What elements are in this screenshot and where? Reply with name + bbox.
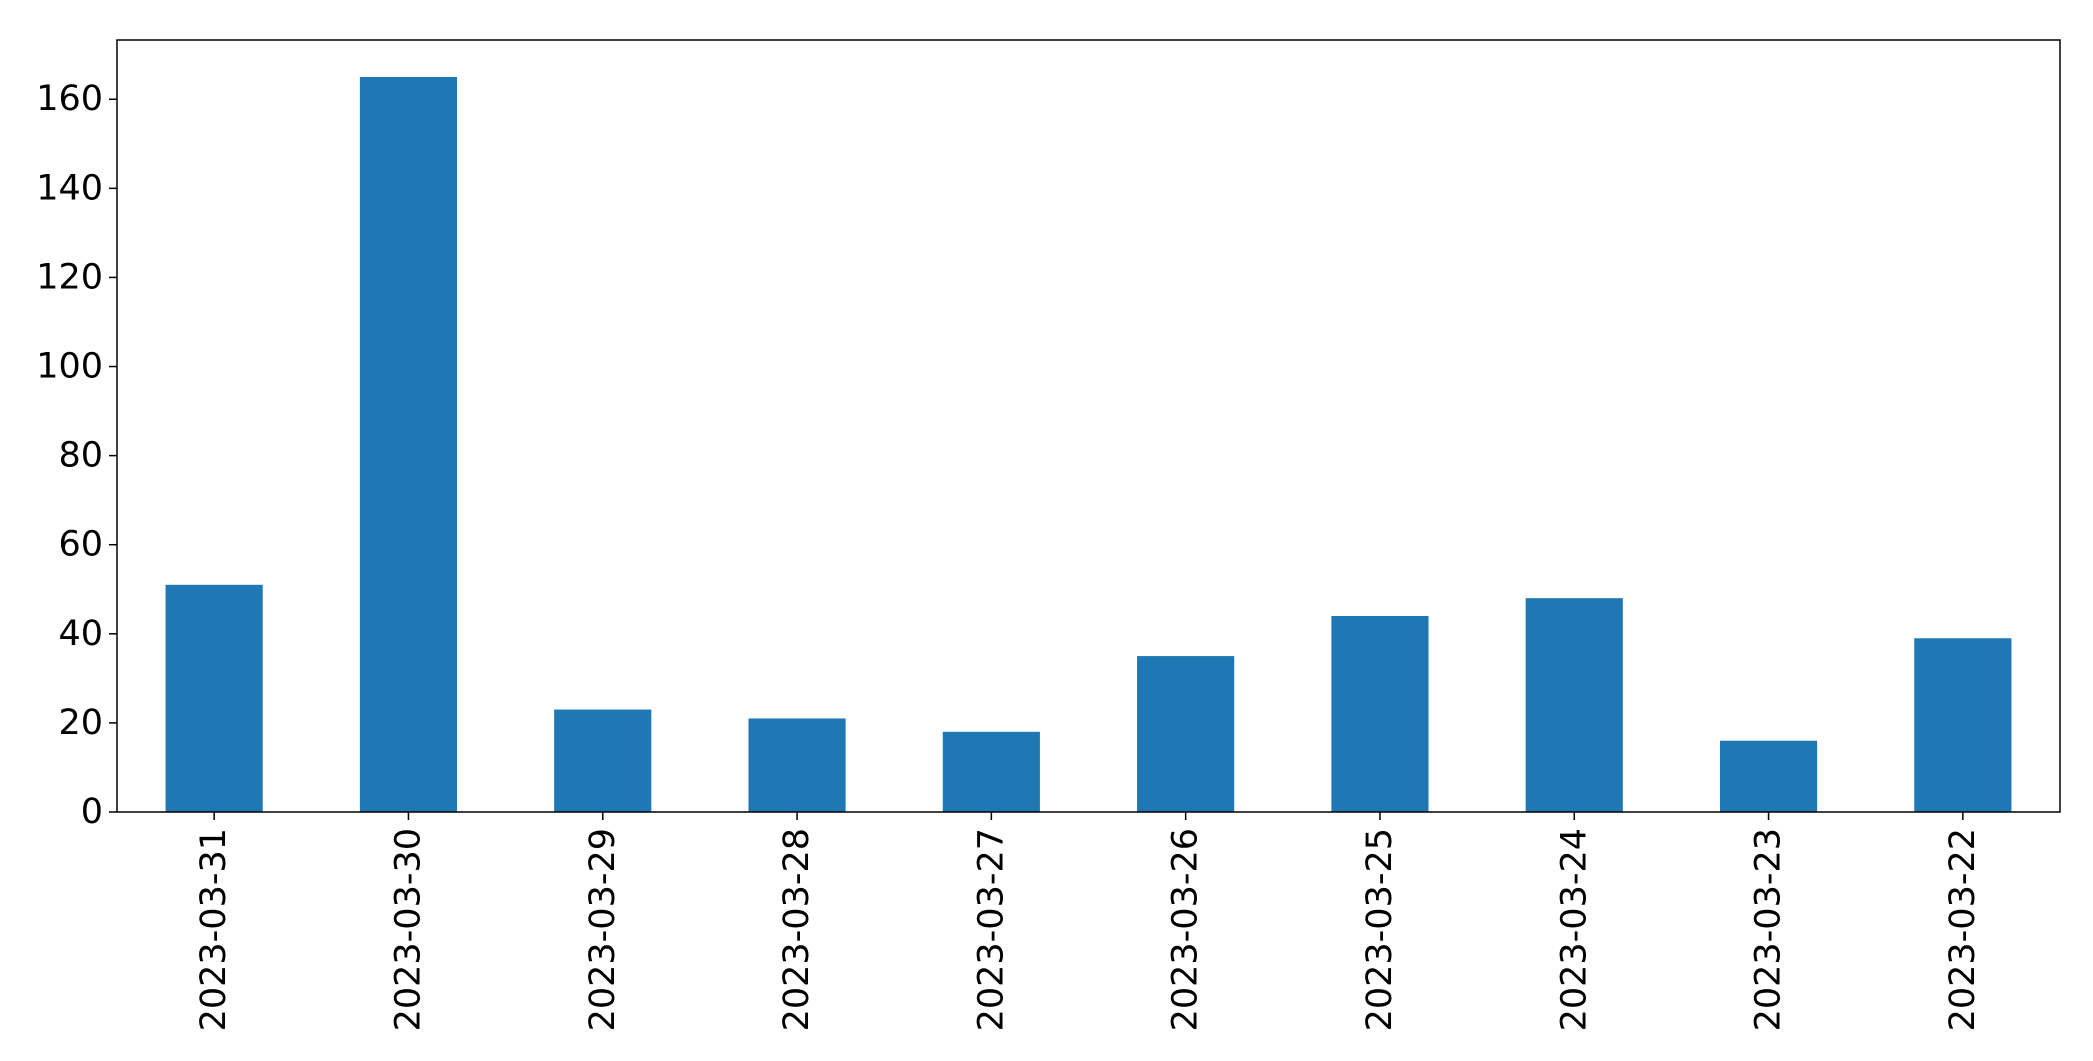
x-axis: 2023-03-31 2023-03-30 2023-03-29 2023-03-28…	[194, 812, 1983, 1031]
bar-2023-03-30	[359, 76, 458, 812]
bar-2023-03-29	[554, 709, 652, 812]
y-tick-label: 0	[81, 792, 103, 832]
y-tick-label: 140	[36, 168, 103, 208]
bar-2023-03-31	[165, 584, 263, 812]
bar-2023-03-26	[1137, 656, 1235, 812]
x-tick-label: 2023-03-30	[388, 828, 428, 1031]
x-tick-label: 2023-03-27	[971, 828, 1011, 1031]
x-tick-label: 2023-03-26	[1166, 828, 1206, 1031]
bar-2023-03-22	[1914, 638, 2012, 812]
y-tick-label: 60	[58, 525, 103, 565]
y-tick-label: 100	[36, 347, 103, 387]
bar-2023-03-28	[748, 718, 846, 812]
bars-group	[165, 76, 2012, 812]
y-tick-label: 160	[36, 79, 103, 119]
y-tick-label: 20	[58, 703, 103, 743]
y-tick-label: 120	[36, 257, 103, 297]
bar-2023-03-27	[942, 731, 1040, 812]
y-tick-label: 80	[58, 436, 103, 476]
bar-2023-03-24	[1525, 598, 1623, 812]
bar-2023-03-25	[1331, 615, 1429, 812]
y-axis: 0 20 40 60 80 100 120 140 160	[36, 79, 117, 832]
x-tick-label: 2023-03-25	[1360, 828, 1400, 1031]
x-tick-label: 2023-03-24	[1554, 828, 1594, 1031]
plot-frame	[116, 39, 2061, 813]
x-tick-label: 2023-03-31	[194, 828, 234, 1031]
y-tick-label: 40	[58, 614, 103, 654]
x-tick-label: 2023-03-23	[1749, 828, 1789, 1031]
x-tick-label: 2023-03-29	[583, 828, 623, 1031]
bar-2023-03-23	[1719, 740, 1818, 812]
x-tick-label: 2023-03-22	[1943, 828, 1983, 1031]
x-tick-label: 2023-03-28	[777, 828, 817, 1031]
